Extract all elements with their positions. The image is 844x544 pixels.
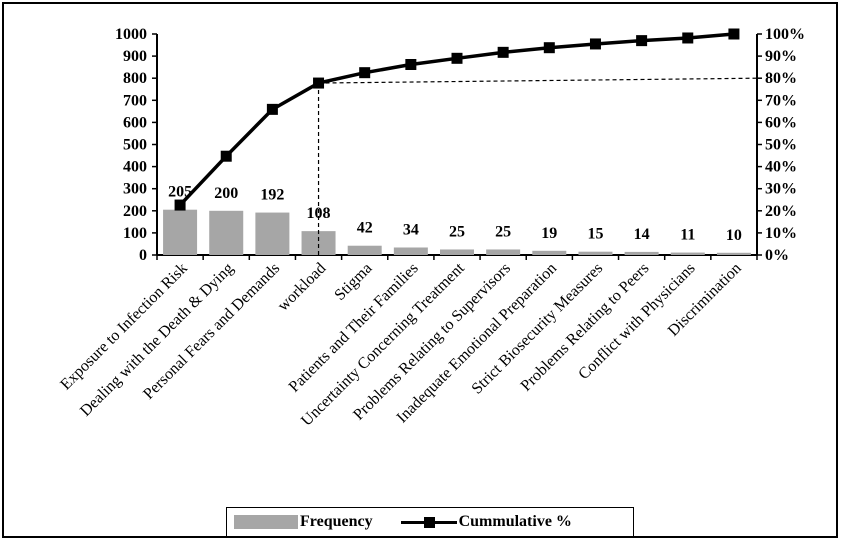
cumulative-marker xyxy=(682,32,694,44)
y-right-tick-label: 50% xyxy=(765,137,797,154)
y-right-tick-label: 20% xyxy=(765,203,797,220)
chart-frame xyxy=(2,2,838,538)
cumulative-marker xyxy=(405,58,417,70)
cumulative-marker xyxy=(266,103,278,115)
bar-data-label: 200 xyxy=(214,185,238,202)
y-left-tick-label: 600 xyxy=(123,114,147,131)
cumulative-marker xyxy=(313,77,325,89)
reference-line-horizontal xyxy=(318,77,758,84)
bar-data-label: 19 xyxy=(541,225,557,242)
x-tick-label: Stigma xyxy=(331,260,375,304)
x-tick-label: workload xyxy=(275,260,330,315)
bar xyxy=(578,251,613,255)
y-right-tick-label: 0% xyxy=(765,247,789,264)
legend-swatch-line xyxy=(400,515,457,529)
y-right-tick-label: 40% xyxy=(765,159,797,176)
y-right-tick-label: 70% xyxy=(765,92,797,109)
y-right-tick-label: 10% xyxy=(765,225,797,242)
y-right-tick-label: 100% xyxy=(765,26,805,43)
bar xyxy=(532,250,567,255)
bar-data-label: 25 xyxy=(495,223,511,240)
cumulative-marker xyxy=(451,52,463,64)
bar xyxy=(163,209,198,255)
y-left-tick-label: 1000 xyxy=(115,26,147,43)
bar-data-label: 205 xyxy=(168,184,192,201)
legend: Frequency Cummulative % xyxy=(226,507,634,537)
bar-data-label: 14 xyxy=(634,226,650,243)
bar xyxy=(716,252,751,255)
bar-data-label: 108 xyxy=(307,205,331,222)
y-left-tick-label: 0 xyxy=(139,247,147,264)
bar xyxy=(347,245,382,255)
bar xyxy=(670,252,705,255)
legend-item-cumulative: Cummulative % xyxy=(373,513,572,531)
bar xyxy=(255,212,290,255)
y-left-tick-label: 900 xyxy=(123,48,147,65)
bar-data-label: 15 xyxy=(587,226,603,243)
legend-label-cumulative: Cummulative % xyxy=(458,513,572,530)
cumulative-marker xyxy=(359,67,371,79)
bar-data-label: 10 xyxy=(726,227,742,244)
y-left-tick-label: 100 xyxy=(123,225,147,242)
bar-data-label: 192 xyxy=(260,187,284,204)
cumulative-marker xyxy=(543,42,555,54)
bar xyxy=(440,249,474,255)
y-left-tick-label: 400 xyxy=(123,159,147,176)
cumulative-marker xyxy=(636,35,648,47)
y-left-tick-label: 200 xyxy=(123,203,147,220)
y-left-tick-label: 500 xyxy=(123,137,147,154)
bar xyxy=(301,231,336,255)
bar xyxy=(624,251,659,255)
cumulative-marker xyxy=(728,28,740,40)
legend-label-frequency: Frequency xyxy=(300,513,373,530)
cumulative-marker xyxy=(174,199,186,211)
bar-data-label: 34 xyxy=(403,221,419,238)
bar xyxy=(209,210,244,255)
cumulative-marker xyxy=(220,150,232,162)
legend-swatch-bar xyxy=(234,515,298,529)
bar xyxy=(393,247,428,255)
y-left-tick-label: 800 xyxy=(123,70,147,87)
y-right-tick-label: 60% xyxy=(765,114,797,131)
cumulative-marker xyxy=(589,38,601,50)
bar-data-label: 25 xyxy=(449,223,465,240)
cumulative-marker xyxy=(497,46,509,58)
y-right-tick-label: 80% xyxy=(765,70,797,87)
y-left-tick-label: 700 xyxy=(123,92,147,109)
y-right-tick-label: 90% xyxy=(765,48,797,65)
y-left-tick-label: 300 xyxy=(123,181,147,198)
y-right-tick-label: 30% xyxy=(765,181,797,198)
bar-data-label: 42 xyxy=(357,220,373,237)
bar xyxy=(486,249,521,255)
bar-data-label: 11 xyxy=(680,227,695,244)
legend-item-frequency: Frequency xyxy=(227,513,373,531)
